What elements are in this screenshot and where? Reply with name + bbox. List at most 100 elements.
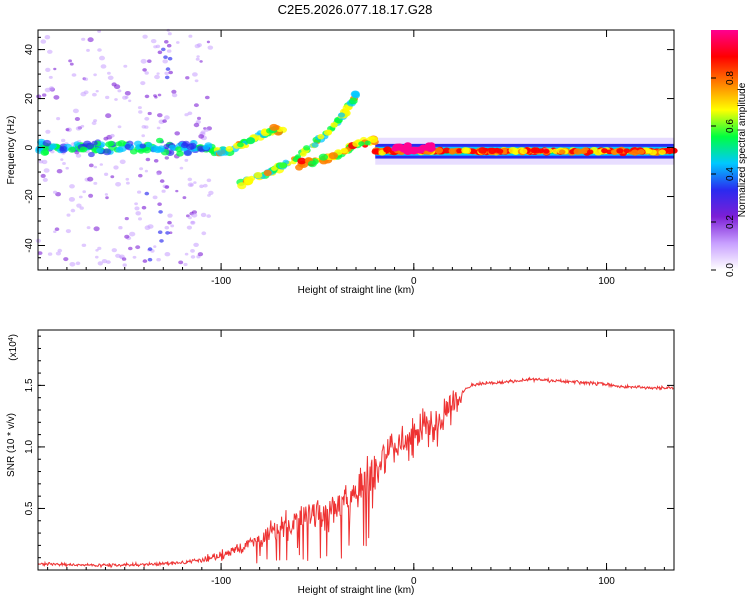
spectrogram-cell [207, 194, 211, 197]
spectrogram-cell [72, 108, 79, 114]
spectrogram-cell [43, 168, 50, 173]
spectrogram-cell [147, 224, 154, 229]
snr-background [38, 330, 674, 570]
spectrogram-cell [119, 256, 123, 259]
spectrogram-cell [114, 98, 118, 101]
spectrogram-cell [537, 148, 545, 154]
snr-axes: -100 0 100 0.5 1.0 1.5 [24, 330, 674, 587]
spectrogram-cell [81, 243, 87, 247]
spectrogram-cell [161, 189, 166, 193]
spectrogram-cell [95, 249, 99, 252]
spectrogram-cell [194, 44, 201, 49]
spectrogram-cell [263, 169, 272, 177]
colorbar-tick-label: 0.4 [725, 167, 736, 181]
spectrogram-cell [104, 193, 108, 196]
spectrogram-cell [190, 255, 196, 259]
spectrogram-cell [141, 134, 145, 138]
spectrogram-cell [47, 252, 53, 256]
spectrogram-cell [42, 93, 47, 97]
spectrogram-cell [543, 149, 550, 154]
spectrogram-cell [164, 252, 171, 257]
spectrogram-cell [99, 163, 104, 166]
spectrogram-cell [156, 258, 161, 262]
spectrogram-y-axis-label: Frequency (Hz) [6, 116, 17, 185]
spectrogram-cell [63, 257, 69, 262]
spectrogram-cell [105, 196, 109, 200]
spectrogram-cell [245, 177, 254, 184]
colorbar-gradient [711, 30, 738, 270]
spectrogram-cell [107, 75, 114, 81]
spectrogram-cell [74, 117, 80, 121]
spectrogram-cell [62, 162, 66, 165]
spectrogram-cell [157, 145, 165, 151]
colorbar-tick-label: 0.6 [725, 119, 736, 133]
spectrogram-cell [156, 72, 160, 75]
spectrogram-cell [199, 60, 203, 63]
spectrogram-cell [48, 145, 56, 151]
spectrogram-cell [193, 181, 197, 184]
spectrogram-cell [65, 229, 71, 234]
spec-y-tick-label: 40 [24, 44, 35, 56]
spectrogram-cell [154, 74, 160, 80]
spectrogram-cell [187, 111, 193, 116]
spectrogram-cell [123, 64, 128, 68]
spectrogram-cell [167, 56, 173, 61]
spectrogram-cell [187, 177, 193, 182]
spectrogram-cell [245, 137, 255, 145]
spectrogram-cell [101, 259, 108, 264]
spectrogram-cell [87, 176, 94, 182]
spectrogram-cell [434, 147, 443, 154]
spectrogram-cell [442, 147, 451, 154]
spectrogram-cell [68, 59, 72, 63]
spectrogram-cell [488, 147, 497, 154]
spectrogram-cell [338, 112, 345, 118]
spectrogram-cell [40, 149, 49, 156]
spectrogram-cell [87, 37, 94, 43]
spectrogram-cell [100, 64, 107, 69]
spectrogram-cell [129, 231, 136, 237]
spectrogram-axes: -100 0 100 -40 -20 0 20 40 [24, 30, 674, 287]
spectrogram-cell [155, 44, 161, 49]
spectrogram-cell [105, 113, 112, 119]
spectrogram-cell [192, 72, 198, 77]
spectrogram-cell [156, 172, 160, 176]
spectrogram-cell [121, 257, 127, 261]
spectrogram-cell [164, 156, 169, 160]
spectrogram-cell [170, 224, 175, 228]
spectrogram-cell [161, 47, 166, 52]
spectrogram-cell [225, 146, 234, 152]
spectrogram-cell [122, 263, 127, 267]
spectrogram-cell [269, 123, 279, 131]
spectrogram-cell [165, 67, 171, 71]
spec-x-tick-label: 0 [411, 276, 417, 287]
spectrogram-cell [40, 173, 46, 178]
spectrogram-cell [110, 133, 115, 138]
spectrogram-cell [110, 175, 115, 179]
spectrogram-cell [184, 252, 189, 256]
spectrogram-cell [425, 142, 433, 149]
spectrogram-cell [97, 29, 101, 33]
spectrogram-cell [83, 90, 89, 95]
spectrogram-cell [157, 113, 163, 118]
spectrogram-cell [97, 261, 104, 266]
spectrogram-cell [140, 81, 146, 86]
spectrogram-cell [42, 177, 48, 182]
spectrogram-cell [184, 113, 189, 117]
spectrogram-cell [45, 67, 51, 72]
spec-y-tick-label: 0 [24, 144, 35, 150]
spectrogram-cell [135, 245, 141, 250]
spectrogram-cell [40, 39, 47, 44]
spectrogram-cell [175, 146, 183, 153]
spectrogram-cell [294, 154, 302, 160]
spectrogram-cell [193, 242, 199, 247]
spectrogram-cell [156, 126, 161, 130]
spectrogram-cell [237, 142, 244, 148]
spectrogram-cell [183, 149, 192, 157]
spectrogram-cell [153, 245, 157, 248]
spectrogram-cell [69, 62, 74, 66]
spectrogram-cell [118, 226, 123, 230]
spectrogram-cell [383, 146, 392, 153]
spectrogram-cell [340, 147, 348, 154]
spectrogram-cell [44, 35, 51, 40]
